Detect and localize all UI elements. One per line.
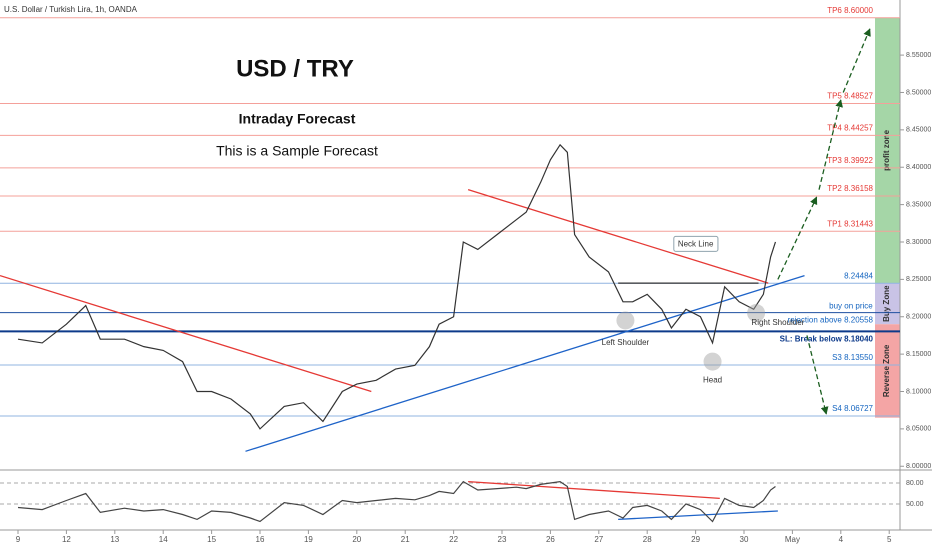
- y-tick-label: 80.00: [906, 480, 924, 487]
- chart-title: USD / TRY: [236, 55, 354, 82]
- level-label: rejection above 8.20558: [788, 316, 874, 325]
- subtitle: Intraday Forecast: [239, 111, 356, 127]
- x-tick-label: 21: [401, 535, 410, 544]
- annotation: Left Shoulder: [602, 338, 650, 347]
- level-label: S4 8.06727: [832, 404, 873, 413]
- header: U.S. Dollar / Turkish Lira, 1h, OANDA: [4, 5, 138, 14]
- zone: [875, 283, 900, 325]
- x-tick-label: 30: [740, 535, 749, 544]
- y-tick-label: 8.25000: [906, 276, 931, 283]
- projection-arrow: [818, 99, 843, 190]
- zone-label: Buy Zone: [882, 285, 891, 322]
- y-tick-label: 8.30000: [906, 239, 931, 246]
- trendline: [618, 510, 778, 521]
- y-tick-label: 8.50000: [906, 89, 931, 96]
- x-tick-label: 23: [498, 535, 507, 544]
- level-label: TP4 8.44257: [827, 124, 873, 133]
- y-tick-label: 8.05000: [906, 426, 931, 433]
- x-tick-label: 29: [691, 535, 700, 544]
- x-tick-label: 14: [159, 535, 168, 544]
- annotation: buy on price: [829, 301, 873, 310]
- level-label: TP2 8.36158: [827, 184, 873, 193]
- y-tick-label: 8.35000: [906, 201, 931, 208]
- annotation: Head: [703, 375, 722, 384]
- x-tick-label: 26: [546, 535, 555, 544]
- zone-label: Reverse Zone: [882, 344, 891, 397]
- level-label: TP1 8.31443: [827, 219, 873, 228]
- annotation-box: [673, 235, 719, 252]
- y-tick-label: 50.00: [906, 501, 924, 508]
- y-tick-label: 8.15000: [906, 351, 931, 358]
- trendline: [467, 189, 769, 284]
- y-tick-label: 8.20000: [906, 314, 931, 321]
- x-tick-label: 9: [16, 535, 21, 544]
- x-tick-label: 20: [352, 535, 361, 544]
- pattern-marker: [747, 304, 766, 323]
- pattern-marker: [703, 352, 722, 371]
- y-tick-label: 8.40000: [906, 164, 931, 171]
- zone: [875, 324, 900, 418]
- x-tick-label: 4: [839, 535, 844, 544]
- trendline: [468, 480, 720, 500]
- x-tick-label: 13: [110, 535, 119, 544]
- x-tick-label: 15: [207, 535, 216, 544]
- zone-label: profit zone: [882, 129, 891, 170]
- projection-arrow: [777, 196, 818, 280]
- projection-arrow: [806, 335, 829, 415]
- y-tick-label: 8.45000: [906, 127, 931, 134]
- projection-arrow: [842, 28, 871, 93]
- x-tick-label: May: [785, 535, 800, 544]
- level-label: S3 8.13550: [832, 353, 873, 362]
- x-tick-label: 27: [594, 535, 603, 544]
- level-label: TP6 8.60000: [827, 6, 873, 15]
- x-tick-label: 22: [449, 535, 458, 544]
- trendline: [245, 275, 805, 452]
- x-tick-label: 28: [643, 535, 652, 544]
- level-label: TP3 8.39922: [827, 156, 873, 165]
- annotation: Right Shoulder: [751, 318, 804, 327]
- y-tick-label: 8.00000: [906, 463, 931, 470]
- level-label: SL: Break below 8.18040: [780, 335, 874, 344]
- pattern-marker: [616, 311, 635, 330]
- note: This is a Sample Forecast: [216, 143, 378, 159]
- x-tick-label: 5: [887, 535, 892, 544]
- y-tick-label: 8.55000: [906, 52, 931, 59]
- level-label: TP5 8.48527: [827, 92, 873, 101]
- level-label: 8.24484: [844, 271, 873, 280]
- y-tick-label: 8.10000: [906, 388, 931, 395]
- x-tick-label: 19: [304, 535, 313, 544]
- series-line: [17, 143, 777, 430]
- series-line: [17, 480, 776, 523]
- annotation: Neck Line: [678, 239, 714, 248]
- x-tick-label: 12: [62, 535, 71, 544]
- zone: [875, 17, 900, 284]
- trendline: [0, 275, 372, 393]
- x-tick-label: 16: [256, 535, 265, 544]
